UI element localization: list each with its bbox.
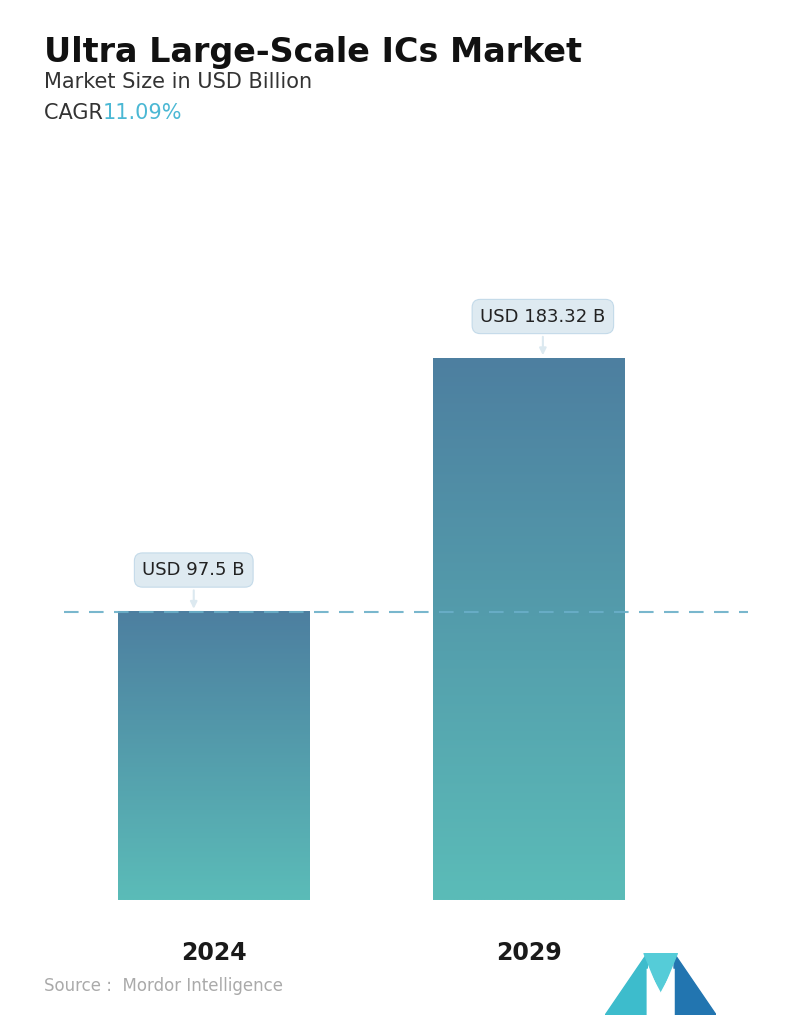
Polygon shape [647,969,661,1015]
Text: Source :  Mordor Intelligence: Source : Mordor Intelligence [44,977,283,995]
Polygon shape [674,953,716,1015]
Text: 2024: 2024 [181,941,247,965]
Polygon shape [644,953,677,994]
Polygon shape [661,969,674,1015]
Text: 2029: 2029 [496,941,562,965]
Text: 11.09%: 11.09% [103,103,182,123]
Text: CAGR: CAGR [44,103,116,123]
Text: Ultra Large-Scale ICs Market: Ultra Large-Scale ICs Market [44,36,582,69]
Text: USD 183.32 B: USD 183.32 B [480,307,606,353]
Polygon shape [605,953,647,1015]
Text: Market Size in USD Billion: Market Size in USD Billion [44,72,312,92]
Text: USD 97.5 B: USD 97.5 B [142,561,245,606]
